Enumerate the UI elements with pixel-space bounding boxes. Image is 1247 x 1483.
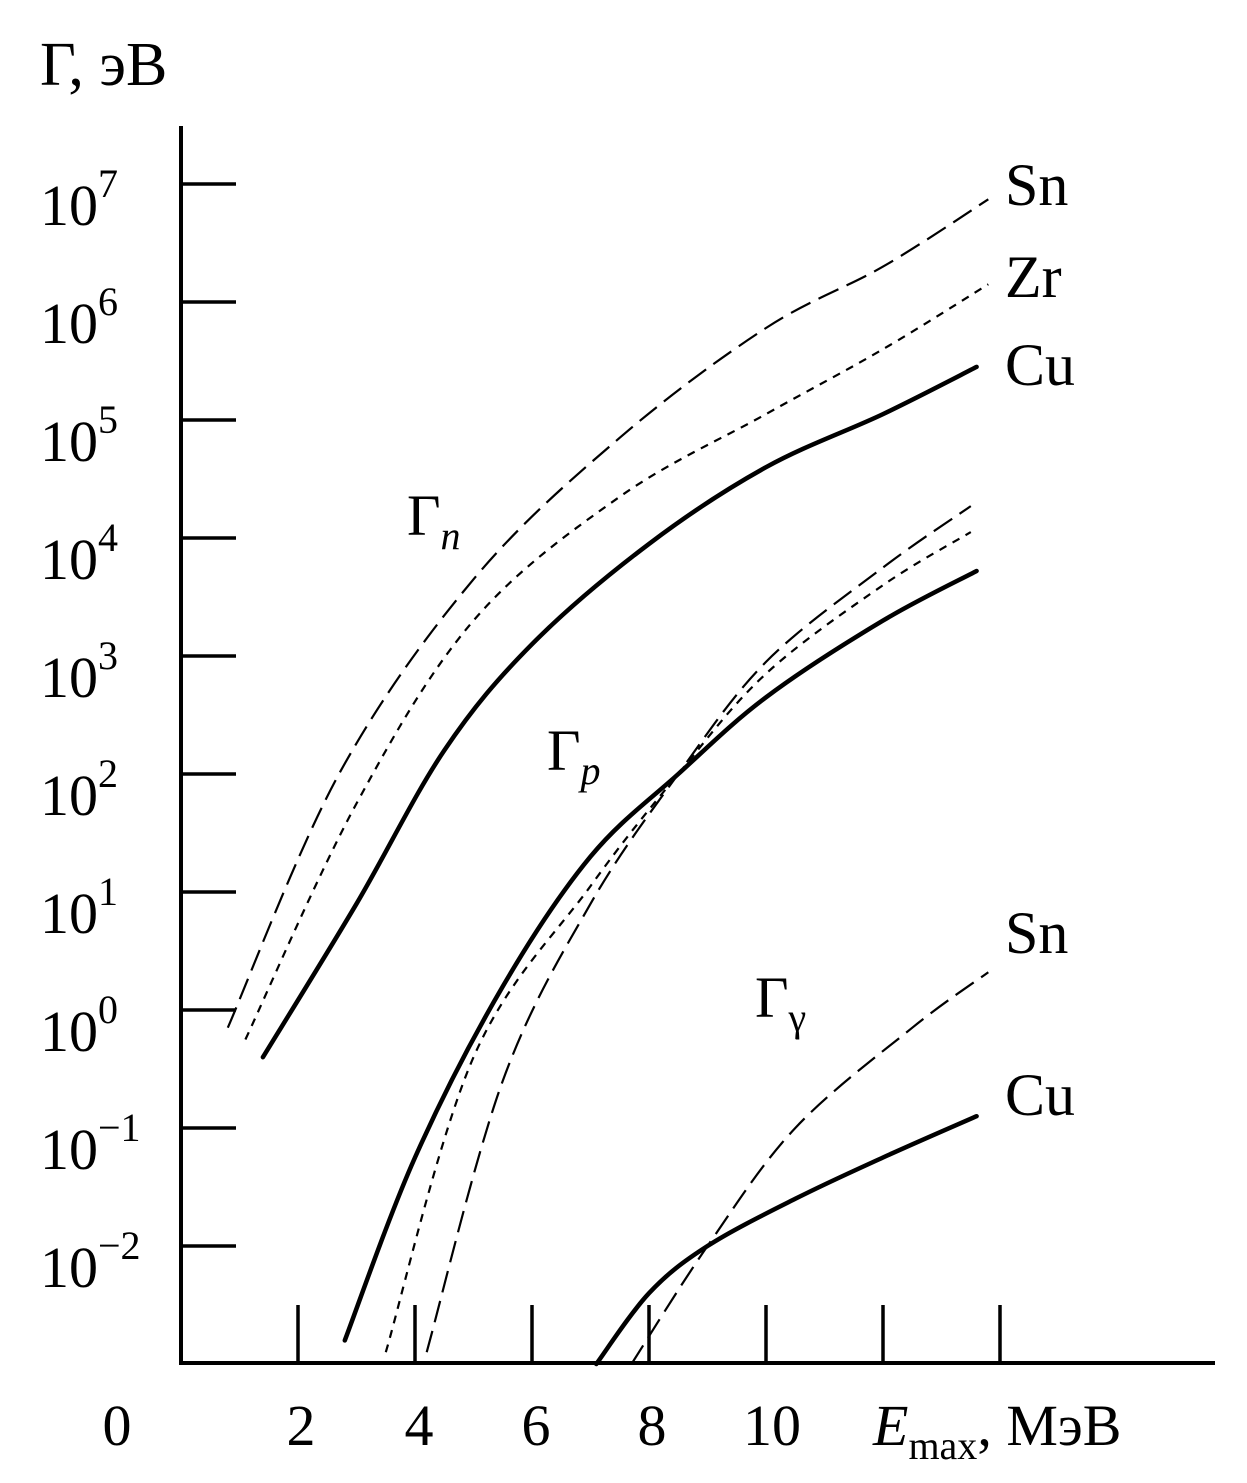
end-label-zr-n: Zr [1005, 244, 1062, 310]
x-tick-label: 6 [522, 1393, 551, 1458]
y-tick-label: 104 [40, 515, 118, 592]
y-tick-label: 101 [40, 869, 118, 946]
y-tick-label: 102 [40, 751, 118, 828]
y-tick-label: 100 [40, 987, 118, 1064]
curve-n-sn [226, 198, 989, 1029]
gamma-n-label: Γn [407, 483, 461, 558]
curve-n-zr [244, 283, 989, 1040]
x-tick-label: 2 [287, 1393, 316, 1458]
curve-n-cu [260, 364, 979, 1060]
curve-p-zr [384, 531, 972, 1353]
curves [226, 198, 989, 1367]
curve-p-sn [425, 505, 972, 1353]
x-tick-label: 10 [743, 1393, 801, 1458]
x-tick-labels: 0 2 4 6 8 10 [103, 1393, 802, 1458]
end-label-cu-n: Cu [1005, 332, 1075, 398]
gamma-p-label: Γp [547, 718, 601, 793]
gamma-gamma-label: Γγ [755, 965, 806, 1040]
end-label-sn-n: Sn [1005, 152, 1068, 218]
y-tick-label: 103 [40, 633, 118, 710]
curve-gamma-cu [594, 1113, 979, 1367]
y-tick-label: 106 [40, 279, 118, 356]
curve-gamma-sn [630, 971, 989, 1365]
y-tick-labels: 107 106 105 104 103 102 101 100 10−1 10−… [40, 161, 141, 1300]
curve-p-cu [342, 568, 979, 1343]
y-tick-label: 10−1 [40, 1105, 141, 1182]
origin-label: 0 [103, 1393, 132, 1458]
y-tick-label: 10−2 [40, 1223, 141, 1300]
y-tick-label: 107 [40, 161, 118, 238]
y-tick-label: 105 [40, 397, 118, 474]
x-axis-title: Emax, МэВ [872, 1393, 1121, 1468]
end-label-cu-gamma: Cu [1005, 1062, 1075, 1128]
y-axis-title: Γ, эВ [40, 31, 167, 99]
x-tick-label: 8 [638, 1393, 667, 1458]
x-tick-label: 4 [405, 1393, 434, 1458]
end-label-sn-gamma: Sn [1005, 900, 1068, 966]
tick-marks [181, 182, 1002, 1363]
